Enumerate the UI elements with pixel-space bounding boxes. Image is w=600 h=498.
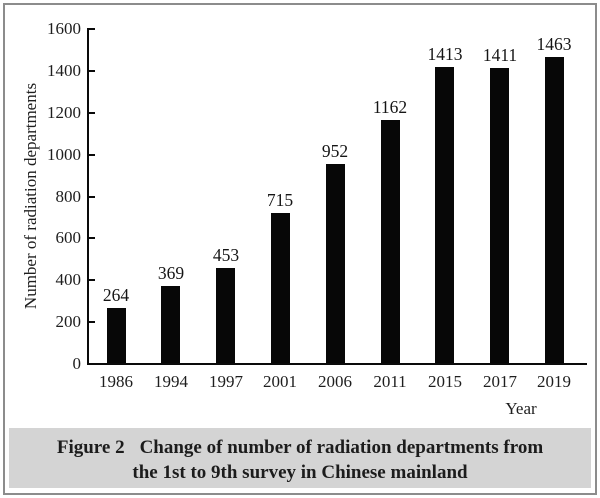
bar-value-label: 264 (102, 285, 130, 305)
y-tick-label: 400 (55, 270, 82, 289)
y-tick (89, 196, 95, 198)
y-tick (89, 321, 95, 323)
y-tick (89, 154, 95, 156)
y-tick (89, 70, 95, 72)
x-tick-label: 2006 (318, 372, 352, 391)
x-axis (87, 363, 587, 365)
y-tick (89, 112, 95, 114)
y-tick-label: 800 (55, 187, 82, 206)
y-tick-label: 600 (55, 228, 82, 247)
bar (161, 286, 180, 363)
figure-caption: Figure 2 Change of number of radiation de… (9, 428, 591, 488)
y-tick-label: 1000 (47, 145, 81, 164)
y-tick (89, 279, 95, 281)
x-tick-label: 2019 (537, 372, 571, 391)
x-tick-label: 2011 (373, 372, 407, 391)
bar (326, 164, 345, 363)
bar-chart-plot-area: 0 200 400 600 800 1000 1200 1400 1600 264 1986 369 1… (47, 19, 587, 391)
y-tick-label: 0 (72, 354, 82, 373)
caption-title-line1: Change of number of radiation department… (139, 437, 544, 458)
y-axis-title: Number of radiation departments (21, 82, 40, 310)
bar-value-label: 1413 (427, 44, 463, 64)
bar-value-label: 952 (321, 141, 349, 161)
y-tick (89, 28, 95, 30)
bar (107, 308, 126, 363)
bar-value-label: 369 (157, 263, 185, 283)
x-tick-label: 2017 (483, 372, 517, 391)
bar-value-label: 1463 (536, 34, 572, 54)
bar (381, 120, 400, 363)
y-axis (87, 28, 89, 365)
x-tick-label: 1994 (154, 372, 188, 391)
bar-value-label: 1162 (372, 97, 408, 117)
bar-value-label: 1411 (482, 45, 518, 65)
caption-line-2: the 1st to 9th survey in Chinese mainlan… (132, 462, 468, 483)
caption-line-1: Figure 2 Change of number of radiation de… (9, 435, 591, 460)
y-tick-label: 200 (55, 312, 82, 331)
bar (216, 268, 235, 363)
x-axis-title: Year (505, 399, 537, 418)
y-tick-label: 1400 (47, 61, 81, 80)
x-tick-label: 2015 (428, 372, 462, 391)
x-tick-label: 1986 (99, 372, 133, 391)
bar (271, 213, 290, 363)
bar (545, 57, 564, 363)
x-tick-label: 1997 (209, 372, 243, 391)
bar (490, 68, 509, 363)
x-tick-label: 2001 (263, 372, 297, 391)
bar-value-label: 453 (212, 245, 240, 265)
y-tick-label: 1200 (47, 103, 81, 122)
caption-figure-label: Figure 2 (56, 437, 125, 458)
y-tick-label: 1600 (47, 19, 81, 38)
bar (435, 67, 454, 363)
bar-value-label: 715 (266, 190, 294, 210)
y-tick (89, 237, 95, 239)
